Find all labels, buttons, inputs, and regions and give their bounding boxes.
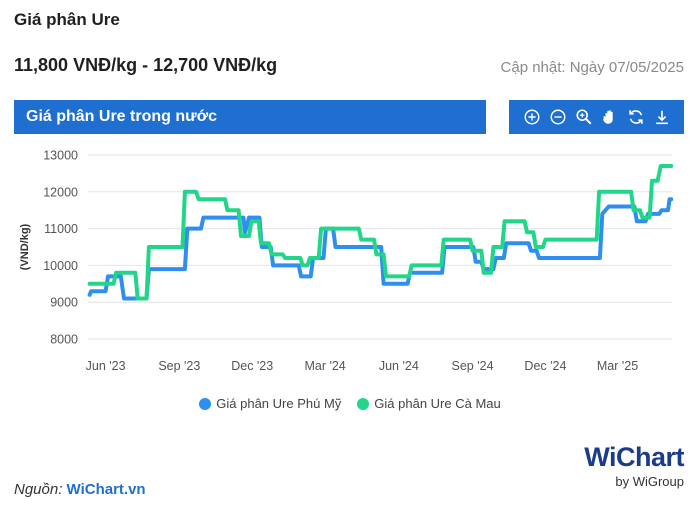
chart-toolbar: [509, 100, 684, 134]
chart-legend: Giá phân Ure Phú Mỹ Giá phân Ure Cà Mau: [0, 396, 700, 411]
y-tick-label: 8000: [50, 333, 78, 347]
y-tick-label: 13000: [43, 149, 78, 163]
source-note: Nguồn: WiChart.vn: [14, 481, 146, 498]
x-tick-label: Mar '25: [597, 359, 638, 373]
x-tick-label: Mar '24: [304, 359, 345, 373]
brand-logo: WiChart by WiGroup: [584, 440, 684, 490]
download-icon[interactable]: [651, 106, 673, 128]
page-title: Giá phân Ure: [14, 10, 120, 29]
y-axis-label: (VND/kg): [19, 223, 31, 270]
x-tick-label: Dec '23: [231, 359, 273, 373]
x-tick-label: Sep '24: [452, 359, 494, 373]
y-tick-label: 11000: [44, 222, 78, 236]
price-line-chart: 8000 9000 10000 11000 12000 13000 Jun '23 Sep '…: [19, 149, 674, 373]
zoom-out-icon[interactable]: [547, 106, 569, 128]
series-line-ca-mau[interactable]: [87, 164, 674, 301]
logo-chart: Chart: [615, 442, 685, 472]
legend-dot-ca-mau: [357, 397, 370, 410]
series-line-phu-my[interactable]: [87, 197, 674, 301]
y-tick-label: 10000: [43, 259, 78, 273]
x-tick-label: Jun '23: [86, 359, 126, 373]
wichart-logo: WiChart: [584, 440, 684, 474]
zoom-in-icon[interactable]: [521, 106, 543, 128]
x-tick-label: Dec '24: [524, 359, 566, 373]
brand-by-label: by WiGroup: [615, 474, 684, 489]
legend-item-ca-mau[interactable]: Giá phân Ure Cà Mau: [357, 396, 501, 411]
price-range: 11,800 VNĐ/kg - 12,700 VNĐ/kg: [14, 55, 278, 75]
legend-item-phu-my[interactable]: Giá phân Ure Phú Mỹ: [199, 396, 341, 411]
x-tick-label: Sep '23: [158, 359, 200, 373]
logo-wi: Wi: [584, 442, 616, 472]
y-tick-label: 9000: [50, 296, 78, 310]
updated-date: Cập nhật: Ngày 07/05/2025: [500, 59, 684, 76]
magnify-icon[interactable]: [573, 106, 595, 128]
legend-dot-phu-my: [199, 397, 212, 410]
legend-label-ca-mau: Giá phân Ure Cà Mau: [374, 396, 501, 411]
source-label: Nguồn:: [14, 481, 63, 498]
reset-icon[interactable]: [625, 106, 647, 128]
y-tick-label: 12000: [43, 185, 78, 199]
chart-panel-title: Giá phân Ure trong nước: [14, 100, 486, 134]
source-link[interactable]: WiChart.vn: [66, 481, 146, 498]
legend-label-phu-my: Giá phân Ure Phú Mỹ: [216, 396, 342, 411]
x-tick-label: Jun '24: [379, 359, 419, 373]
pan-hand-icon[interactable]: [599, 106, 621, 128]
